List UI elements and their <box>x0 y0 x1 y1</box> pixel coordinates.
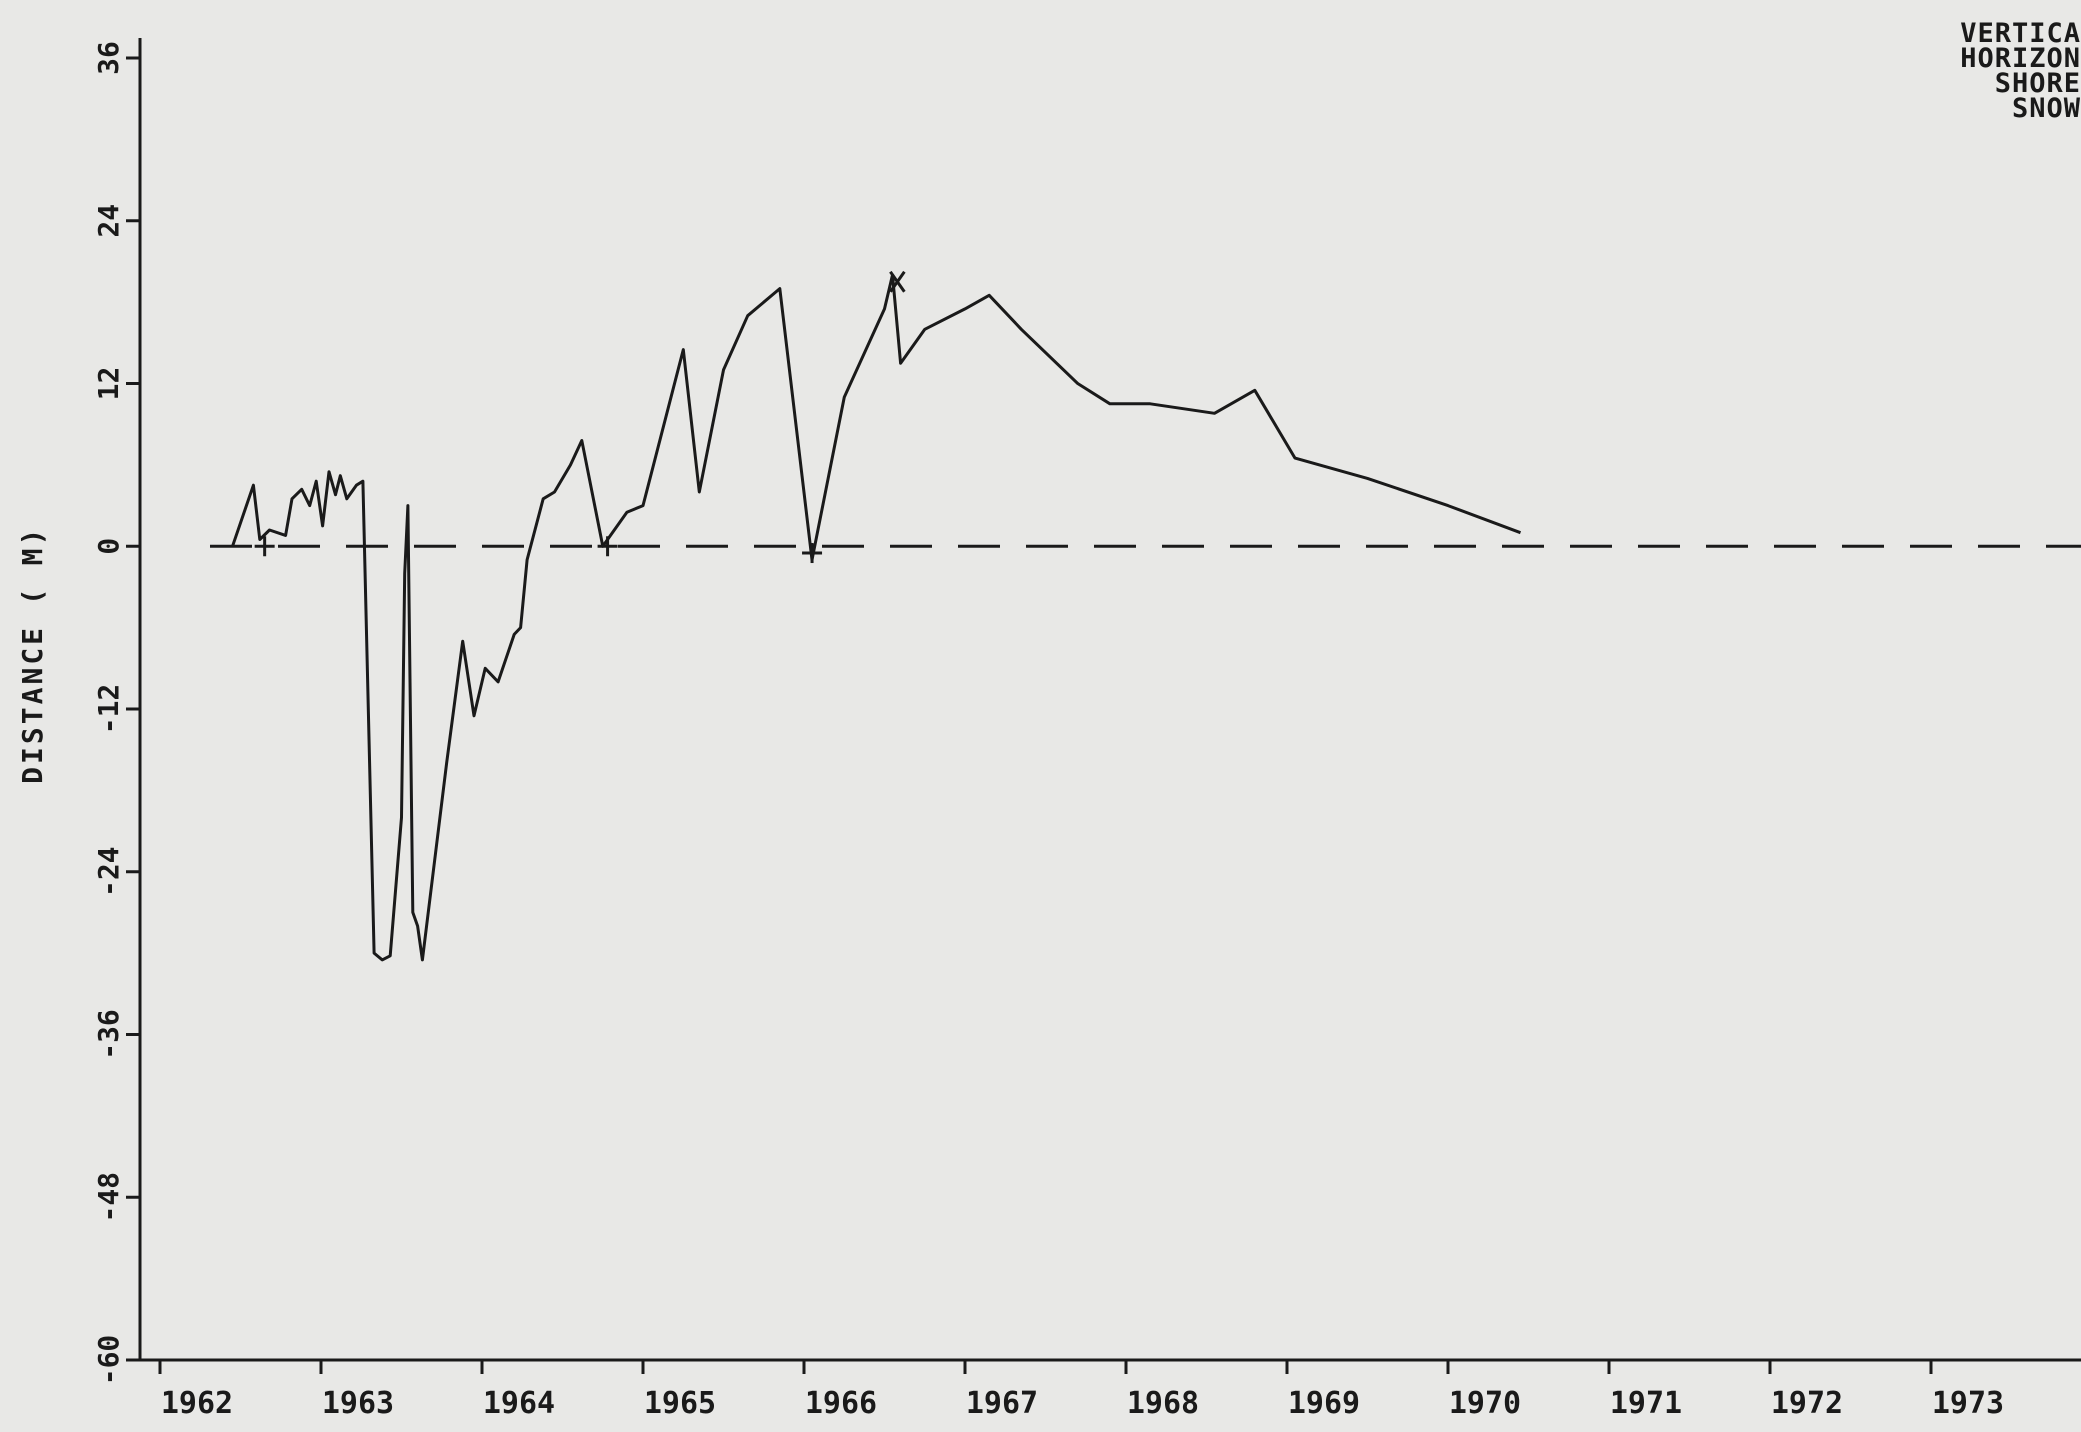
y-tick-label: -12 <box>92 684 125 735</box>
labels-group: DISTANCE ( M) <box>16 526 49 784</box>
legend-entry: HORIZON <box>1960 43 2081 74</box>
y-tick-label: -48 <box>92 1172 125 1223</box>
legend-entry: SHORE <box>1995 68 2081 99</box>
x-marker-stroke <box>889 270 906 293</box>
x-tick-label: 1967 <box>966 1386 1038 1421</box>
x-marker <box>889 270 906 293</box>
axes <box>138 38 2081 1362</box>
series-line-0 <box>231 273 1522 962</box>
x-tick-label: 1965 <box>644 1386 716 1421</box>
legend-entry: SNOW <box>2012 93 2081 124</box>
x-tick-label: 1968 <box>1127 1386 1199 1421</box>
y-tick-label: -60 <box>92 1335 125 1386</box>
x-tick-label: 1966 <box>805 1386 877 1421</box>
y-tick-label: 12 <box>92 367 125 401</box>
x-tick-label: 1963 <box>322 1386 394 1421</box>
y-tick-label: 24 <box>92 204 125 238</box>
x-tick-label: 1972 <box>1771 1386 1843 1421</box>
y-axis-title: DISTANCE ( M) <box>16 526 49 784</box>
series-group <box>231 273 1522 962</box>
y-tick-label: 0 <box>92 538 125 555</box>
ticks: 36 24 12 0 -12 -24 -36 -48 -60 1962 1963 1964 1965 19… <box>92 41 2004 1421</box>
x-tick-label: 1970 <box>1449 1386 1521 1421</box>
x-tick-label: 1964 <box>483 1386 555 1421</box>
y-tick-label: -36 <box>92 1009 125 1060</box>
y-tick-label: -24 <box>92 846 125 897</box>
x-tick-label: 1971 <box>1610 1386 1682 1421</box>
legend-entry: VERTICA <box>1960 18 2081 49</box>
markers-group <box>254 270 906 564</box>
plus-marker <box>597 536 618 557</box>
y-tick-label: 36 <box>92 41 125 75</box>
x-tick-label: 1969 <box>1288 1386 1360 1421</box>
x-tick-label: 1973 <box>1932 1386 2004 1421</box>
plus-marker <box>254 536 275 557</box>
plus-marker <box>802 543 823 564</box>
x-tick-label: 1962 <box>161 1386 233 1421</box>
